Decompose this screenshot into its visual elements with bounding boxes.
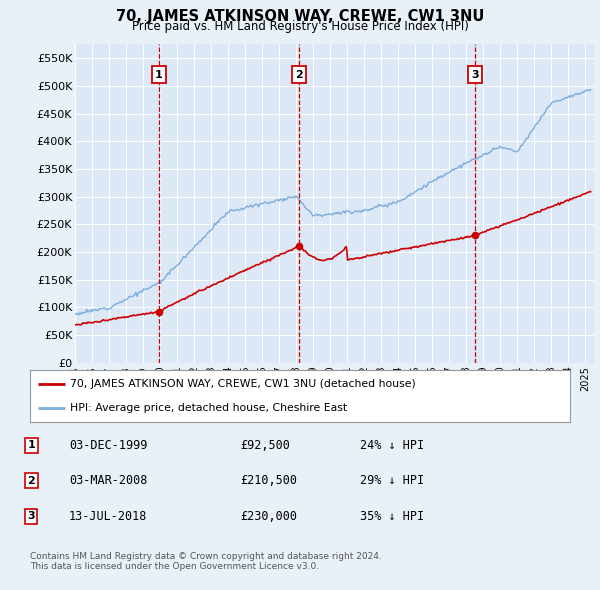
Text: £210,500: £210,500 [240,474,297,487]
Text: 35% ↓ HPI: 35% ↓ HPI [360,510,424,523]
Text: 2: 2 [28,476,35,486]
Text: 70, JAMES ATKINSON WAY, CREWE, CW1 3NU (detached house): 70, JAMES ATKINSON WAY, CREWE, CW1 3NU (… [71,379,416,389]
Text: 03-DEC-1999: 03-DEC-1999 [69,439,148,452]
Text: 2: 2 [295,70,303,80]
Text: 70, JAMES ATKINSON WAY, CREWE, CW1 3NU: 70, JAMES ATKINSON WAY, CREWE, CW1 3NU [116,9,484,24]
Text: HPI: Average price, detached house, Cheshire East: HPI: Average price, detached house, Ches… [71,403,347,413]
Text: 3: 3 [472,70,479,80]
Text: 24% ↓ HPI: 24% ↓ HPI [360,439,424,452]
Text: 29% ↓ HPI: 29% ↓ HPI [360,474,424,487]
Text: 3: 3 [28,512,35,521]
Text: 13-JUL-2018: 13-JUL-2018 [69,510,148,523]
Text: 1: 1 [28,441,35,450]
Text: Contains HM Land Registry data © Crown copyright and database right 2024.
This d: Contains HM Land Registry data © Crown c… [30,552,382,571]
Text: 1: 1 [155,70,163,80]
Text: 03-MAR-2008: 03-MAR-2008 [69,474,148,487]
Text: £230,000: £230,000 [240,510,297,523]
Text: £92,500: £92,500 [240,439,290,452]
Text: Price paid vs. HM Land Registry's House Price Index (HPI): Price paid vs. HM Land Registry's House … [131,20,469,33]
